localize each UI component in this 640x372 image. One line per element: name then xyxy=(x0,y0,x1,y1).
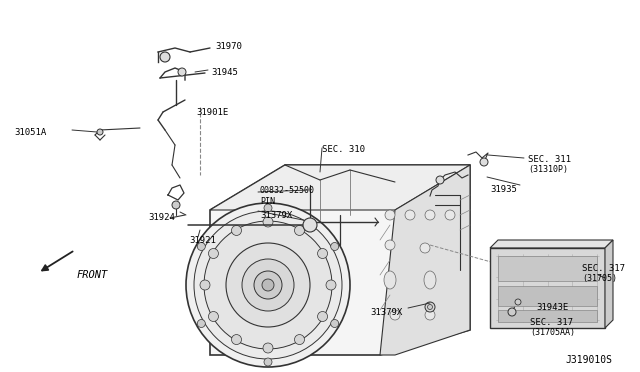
Polygon shape xyxy=(605,240,613,328)
Circle shape xyxy=(232,225,241,235)
Circle shape xyxy=(326,280,336,290)
Text: J319010S: J319010S xyxy=(565,355,612,365)
Text: (31310P): (31310P) xyxy=(528,165,568,174)
Text: 31379X: 31379X xyxy=(260,211,292,220)
Text: 00832-52500: 00832-52500 xyxy=(260,186,315,195)
Circle shape xyxy=(264,204,272,212)
Text: (31705): (31705) xyxy=(582,274,617,283)
Circle shape xyxy=(197,320,205,327)
Text: 31924: 31924 xyxy=(148,213,175,222)
Circle shape xyxy=(172,201,180,209)
Text: 31970: 31970 xyxy=(215,42,242,51)
Circle shape xyxy=(425,210,435,220)
Text: 31379X: 31379X xyxy=(370,308,403,317)
Circle shape xyxy=(262,279,274,291)
Circle shape xyxy=(264,358,272,366)
Text: 31901E: 31901E xyxy=(196,108,228,117)
Circle shape xyxy=(97,129,103,135)
Circle shape xyxy=(294,334,305,344)
Circle shape xyxy=(200,280,210,290)
Text: 31945: 31945 xyxy=(211,68,238,77)
Circle shape xyxy=(317,248,328,259)
Circle shape xyxy=(425,310,435,320)
Polygon shape xyxy=(490,240,613,248)
Text: 31943E: 31943E xyxy=(536,303,568,312)
Circle shape xyxy=(186,203,350,367)
Circle shape xyxy=(515,299,521,305)
Polygon shape xyxy=(210,165,470,355)
Circle shape xyxy=(436,176,444,184)
Text: PIN: PIN xyxy=(260,197,275,206)
Circle shape xyxy=(226,243,310,327)
Text: 31051A: 31051A xyxy=(14,128,46,137)
Bar xyxy=(498,256,597,281)
Circle shape xyxy=(254,271,282,299)
Circle shape xyxy=(445,210,455,220)
Circle shape xyxy=(428,305,433,310)
Circle shape xyxy=(385,210,395,220)
Circle shape xyxy=(425,302,435,312)
Circle shape xyxy=(480,158,488,166)
Circle shape xyxy=(204,221,332,349)
Circle shape xyxy=(194,211,342,359)
Circle shape xyxy=(385,240,395,250)
Circle shape xyxy=(197,243,205,250)
Circle shape xyxy=(508,308,516,316)
Circle shape xyxy=(160,52,170,62)
Circle shape xyxy=(405,210,415,220)
Bar xyxy=(490,248,605,328)
Text: 31921: 31921 xyxy=(189,236,216,245)
Circle shape xyxy=(331,320,339,327)
Circle shape xyxy=(242,259,294,311)
Circle shape xyxy=(178,68,186,76)
Ellipse shape xyxy=(424,271,436,289)
Circle shape xyxy=(331,243,339,250)
Circle shape xyxy=(209,311,218,321)
Ellipse shape xyxy=(384,271,396,289)
Circle shape xyxy=(390,310,400,320)
Circle shape xyxy=(420,243,430,253)
Text: FRONT: FRONT xyxy=(77,270,108,280)
Polygon shape xyxy=(380,165,470,355)
Text: SEC. 310: SEC. 310 xyxy=(322,145,365,154)
Text: SEC. 311: SEC. 311 xyxy=(528,155,571,164)
Polygon shape xyxy=(210,165,470,210)
Circle shape xyxy=(303,218,317,232)
Bar xyxy=(498,286,597,306)
Circle shape xyxy=(263,217,273,227)
Text: SEC. 317: SEC. 317 xyxy=(530,318,573,327)
Circle shape xyxy=(209,248,218,259)
Circle shape xyxy=(232,334,241,344)
Circle shape xyxy=(263,343,273,353)
Text: (31705AA): (31705AA) xyxy=(530,328,575,337)
Circle shape xyxy=(294,225,305,235)
Bar xyxy=(498,310,597,322)
Text: SEC. 317: SEC. 317 xyxy=(582,264,625,273)
Text: 31935: 31935 xyxy=(490,185,517,194)
Circle shape xyxy=(317,311,328,321)
